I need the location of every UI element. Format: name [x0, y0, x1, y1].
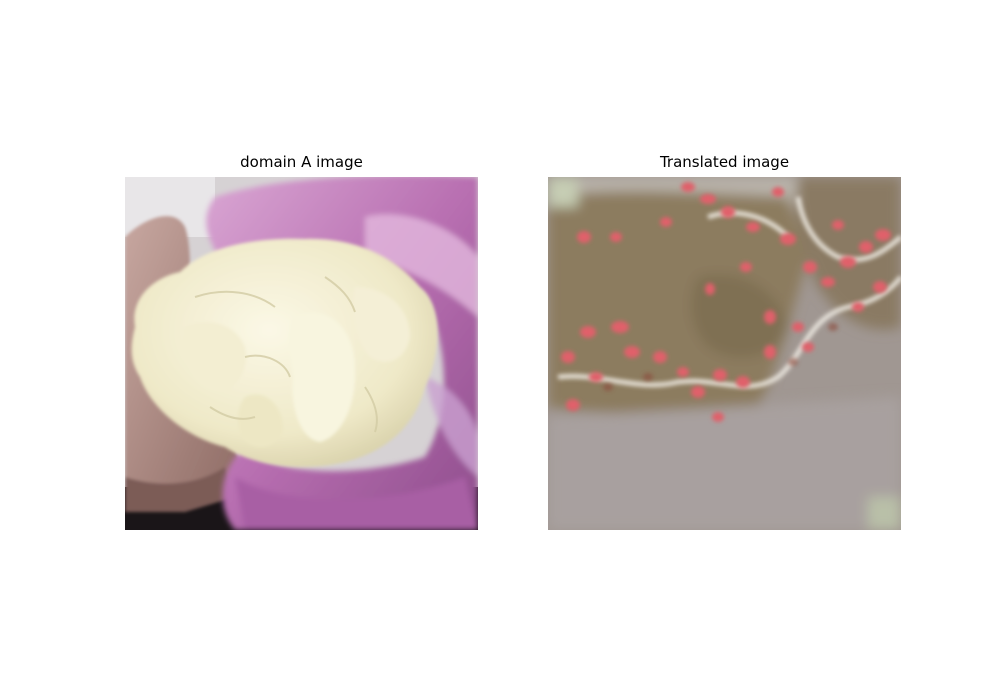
domain-a-image	[125, 177, 478, 530]
panel-title-domain-a: domain A image	[240, 153, 363, 171]
translated-image	[548, 177, 901, 530]
panel-title-translated: Translated image	[659, 153, 790, 171]
